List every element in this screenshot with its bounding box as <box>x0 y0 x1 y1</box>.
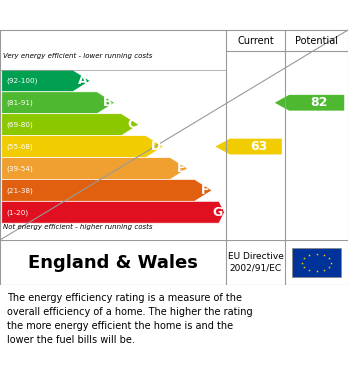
Polygon shape <box>2 114 139 136</box>
Polygon shape <box>2 70 90 92</box>
Text: Very energy efficient - lower running costs: Very energy efficient - lower running co… <box>3 53 153 59</box>
Text: England & Wales: England & Wales <box>28 253 198 271</box>
Text: (69-80): (69-80) <box>6 121 33 128</box>
Text: (39-54): (39-54) <box>6 165 33 172</box>
Text: A: A <box>78 74 88 87</box>
Text: (1-20): (1-20) <box>6 209 28 215</box>
Polygon shape <box>2 136 163 158</box>
Text: Current: Current <box>237 36 274 45</box>
Polygon shape <box>2 92 114 114</box>
Text: The energy efficiency rating is a measure of the
overall efficiency of a home. T: The energy efficiency rating is a measur… <box>7 294 253 346</box>
Polygon shape <box>2 201 224 223</box>
Text: Not energy efficient - higher running costs: Not energy efficient - higher running co… <box>3 224 153 230</box>
Text: (81-91): (81-91) <box>6 99 33 106</box>
Text: (55-68): (55-68) <box>6 143 33 150</box>
Text: E: E <box>176 162 185 175</box>
Text: B: B <box>103 96 112 109</box>
Bar <box>292 248 341 277</box>
Text: Potential: Potential <box>295 36 338 45</box>
Polygon shape <box>275 95 344 111</box>
Text: EU Directive
2002/91/EC: EU Directive 2002/91/EC <box>228 252 284 273</box>
Text: 63: 63 <box>250 140 267 153</box>
Text: 82: 82 <box>311 96 328 109</box>
Text: Energy Efficiency Rating: Energy Efficiency Rating <box>69 7 279 23</box>
Text: D: D <box>151 140 161 153</box>
Text: C: C <box>127 118 136 131</box>
Text: (21-38): (21-38) <box>6 187 33 194</box>
Polygon shape <box>2 158 188 179</box>
Polygon shape <box>2 179 212 201</box>
Text: G: G <box>212 206 223 219</box>
Text: (92-100): (92-100) <box>6 77 37 84</box>
Text: F: F <box>201 184 209 197</box>
Polygon shape <box>215 139 282 154</box>
